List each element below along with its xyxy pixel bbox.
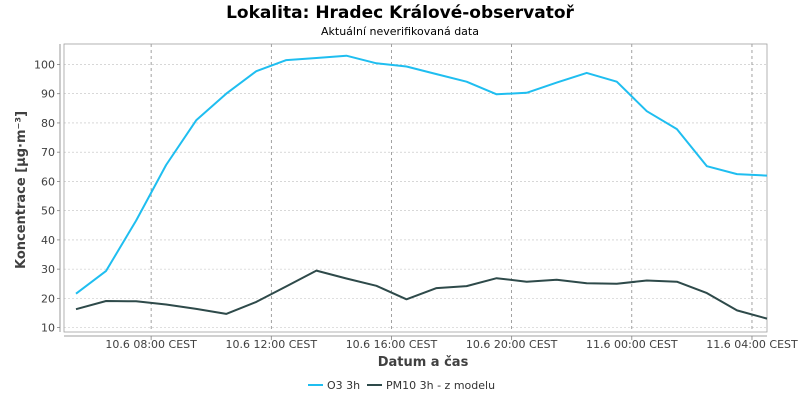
- y-axis-label: Koncentrace [µg·m⁻³]: [14, 111, 29, 269]
- x-tick-label: 10.6 12:00 CEST: [226, 338, 318, 351]
- y-tick-label: 60: [41, 175, 55, 188]
- axes: [59, 43, 768, 337]
- y-tick-label: 30: [41, 263, 55, 276]
- y-tick-label: 80: [41, 117, 55, 130]
- y-tick-label: 40: [41, 234, 55, 247]
- y-tick-label: 100: [34, 58, 55, 71]
- legend-label: O3 3h: [327, 379, 360, 392]
- series-lines: [75, 54, 768, 320]
- plot-frame: [63, 43, 768, 333]
- y-tick-label: 10: [41, 322, 55, 335]
- series-line-o3: [75, 54, 768, 295]
- x-axis-label: Datum a čas: [378, 355, 469, 370]
- gridlines: [64, 44, 767, 332]
- plot-background: [64, 44, 767, 332]
- plot-area: [64, 44, 767, 332]
- x-tick-labels: 10.6 08:00 CEST 10.6 12:00 CEST 10.6 16:00…: [105, 336, 798, 351]
- x-tick-label: 11.6 04:00 CEST: [706, 338, 798, 351]
- y-tick-label: 70: [41, 146, 55, 159]
- legend-label: PM10 3h - z modelu: [386, 379, 495, 392]
- series-line-pm10: [75, 269, 768, 320]
- x-tick-label: 10.6 08:00 CEST: [105, 338, 197, 351]
- y-tick-label: 50: [41, 205, 55, 218]
- y-tick-label: 20: [41, 292, 55, 305]
- chart-subtitle: Aktuální neverifikovaná data: [321, 25, 479, 38]
- y-tick-labels: 10 20 30 40 50 60 70 80 90 100: [34, 58, 60, 335]
- y-tick-label: 90: [41, 88, 55, 101]
- x-tick-label: 11.6 00:00 CEST: [586, 338, 678, 351]
- chart-title: Lokalita: Hradec Králové-observatoř: [226, 3, 574, 23]
- legend: O3 3h PM10 3h - z modelu: [308, 379, 495, 392]
- x-tick-label: 10.6 20:00 CEST: [466, 338, 558, 351]
- x-tick-label: 10.6 16:00 CEST: [346, 338, 438, 351]
